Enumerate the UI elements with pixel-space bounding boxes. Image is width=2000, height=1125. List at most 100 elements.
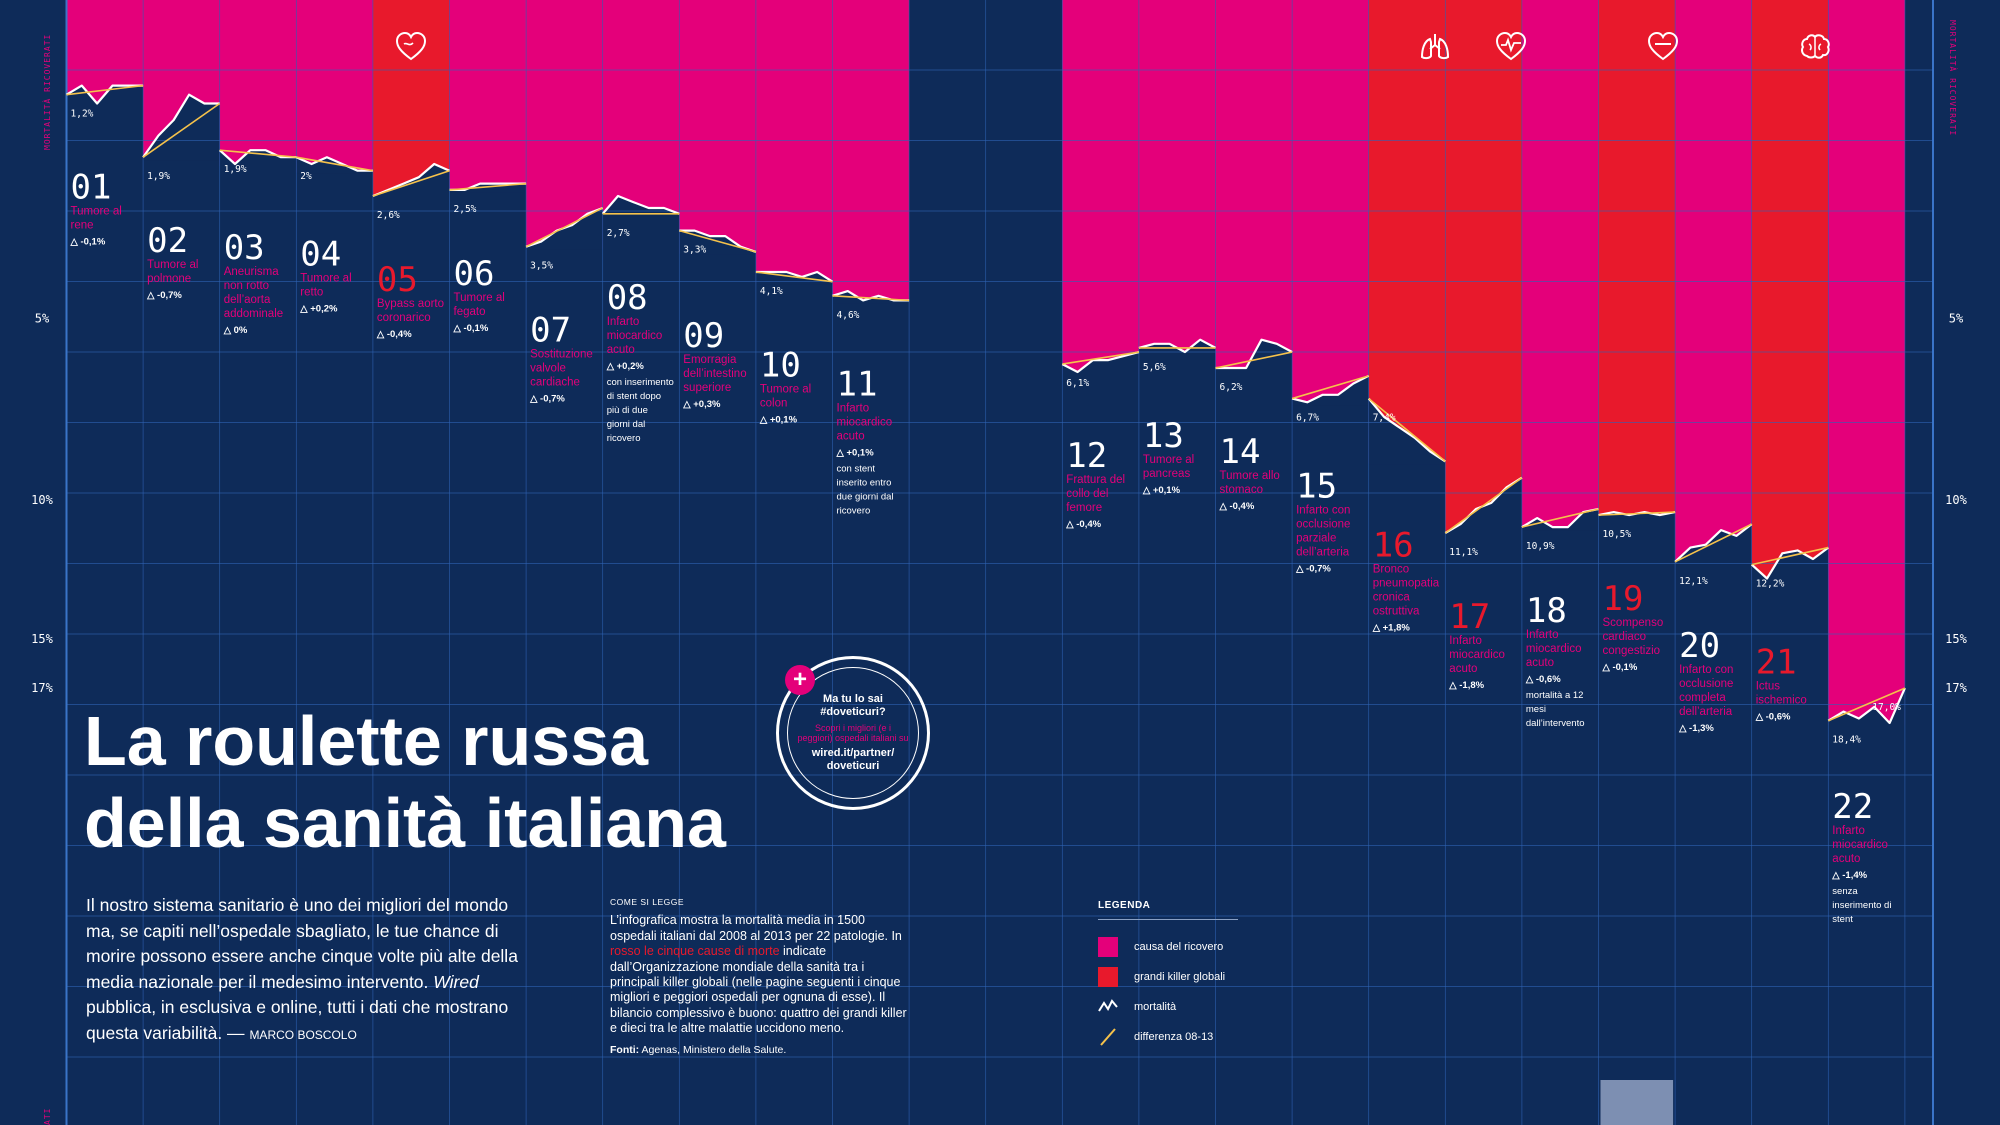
diff-line-16: [1368, 397, 1446, 463]
pathology-name-17: miocardico: [1449, 649, 1505, 661]
diff-line-01: [66, 84, 144, 96]
pathology-name-15: occlusione: [1296, 518, 1350, 530]
pathology-name-16: pneumopatia: [1373, 577, 1440, 589]
area-layer: [66, 0, 1905, 1125]
how-to-read-heading: COME SI LEGGE: [610, 897, 685, 907]
value-label-15: 6,7%: [1296, 413, 1319, 424]
mortality-line-14: [1215, 338, 1293, 370]
area-top-11: [832, 0, 910, 303]
diff-line-02: [142, 102, 221, 158]
badge-link-2[interactable]: doveticuri: [826, 760, 880, 772]
value-label-13: 5,6%: [1143, 362, 1166, 373]
pathology-delta-16: △ +1,8%: [1372, 622, 1411, 633]
sources-label: Fonti:: [610, 1043, 640, 1056]
plus-icon[interactable]: +: [785, 665, 815, 695]
pathology-name-18: acuto: [1526, 657, 1554, 669]
area-top-09: [679, 0, 756, 254]
pathology-name-03: non rotto: [224, 280, 269, 292]
legend-label: differenza 08-13: [1134, 1031, 1214, 1043]
diff-line-14: [1215, 351, 1293, 369]
pathology-note-08: più di due: [607, 405, 648, 416]
pathology-number-17: 17: [1449, 597, 1490, 637]
mortality-line-01: [65, 84, 144, 105]
area-top-08: [602, 0, 680, 216]
pathology-delta-17: △ -1,8%: [1448, 680, 1484, 691]
value-label-06: 2,5%: [454, 204, 477, 215]
pathology-name-06: Tumore al: [454, 292, 505, 304]
pathology-delta-22: △ -1,4%: [1831, 870, 1867, 881]
how-text-highlight: rosso le cinque cause di morte: [610, 944, 780, 959]
legend: LEGENDA causa del ricovero grandi killer…: [1098, 900, 1238, 1052]
pathology-number-05: 05: [377, 260, 418, 300]
mortality-line-15: [1291, 374, 1370, 404]
legend-item-diff: differenza 08-13: [1098, 1022, 1238, 1052]
pathology-name-15: parziale: [1296, 532, 1336, 544]
area-top-10: [755, 0, 833, 284]
pathology-delta-15: △ -0,7%: [1295, 563, 1331, 574]
title-line-1: La roulette russa: [84, 702, 649, 780]
y-tick-label: 5%: [35, 311, 50, 325]
pathology-name-04: Tumore al: [300, 273, 351, 285]
pathology-delta-04: △ +0,2%: [299, 304, 338, 315]
pathology-name-01: rene: [71, 219, 94, 231]
diff-line-04: [296, 156, 374, 172]
pathology-note-18: dall’intervento: [1526, 718, 1585, 729]
y-tick-label: 10%: [31, 493, 53, 507]
pathology-name-03: dell’aorta: [224, 294, 271, 306]
pathology-delta-21: △ -0,6%: [1755, 711, 1791, 722]
pathology-name-17: Infarto: [1449, 635, 1482, 647]
badge-line-1: Ma tu lo sai: [823, 693, 883, 705]
pathology-name-20: dell’arteria: [1679, 706, 1733, 718]
area-top-20: [1675, 0, 1752, 564]
value-label-12: 6,1%: [1066, 378, 1089, 389]
pathology-note-18: mortalità a 12: [1526, 690, 1584, 701]
pathology-name-20: completa: [1679, 692, 1726, 704]
pathology-delta-08: △ +0,2%: [606, 361, 645, 372]
pathology-name-09: Emorragia: [683, 354, 737, 366]
pathology-note-08: con inserimento: [607, 377, 674, 388]
pathology-delta-12: △ -0,4%: [1065, 519, 1101, 530]
y-tick-label: 10%: [1945, 493, 1967, 507]
pathology-name-08: Infarto: [607, 316, 640, 328]
how-text-pre: L’infografica mostra la mortalità media …: [610, 913, 902, 943]
diff-line-17: [1444, 477, 1523, 534]
pathology-name-02: polmone: [147, 273, 191, 285]
pathology-number-16: 16: [1373, 525, 1414, 565]
badge-link-1[interactable]: wired.it/partner/: [811, 747, 895, 759]
pathology-number-08: 08: [607, 278, 648, 318]
value-label-16: 7,4%: [1373, 413, 1396, 424]
pathology-name-20: occlusione: [1679, 678, 1733, 690]
pathology-name-17: acuto: [1449, 663, 1477, 675]
pathology-name-09: dell’intestino: [683, 368, 746, 380]
value-label-02: 1,9%: [147, 171, 170, 182]
pathology-name-18: miocardico: [1526, 643, 1582, 655]
area-top-04: [296, 0, 373, 173]
brain-icon: [1798, 30, 1832, 64]
badge-middle: Scopri i migliori (e i peggiori) ospedal…: [797, 723, 909, 743]
value-label-08: 2,7%: [607, 228, 630, 239]
pathology-note-22: stent: [1832, 914, 1853, 925]
area-cut-20: [1675, 524, 1752, 565]
mortality-line-12: [1061, 350, 1140, 374]
area-top-03: [219, 0, 297, 167]
intro-post: pubblica, in esclusiva e online, tutti i…: [86, 997, 509, 1043]
legend-label: grandi killer globali: [1134, 971, 1226, 983]
pathology-name-05: Bypass aorto: [377, 298, 444, 310]
pathology-delta-18: △ -0,6%: [1525, 674, 1561, 685]
value-label-01: 1,2%: [71, 109, 94, 120]
mortality-line-06: [449, 182, 527, 191]
doveticuri-badge[interactable]: + Ma tu lo sai #doveticuri? Scopri i mig…: [776, 656, 930, 810]
value-label-19: 10,5%: [1603, 529, 1632, 540]
value-label-07: 3,5%: [530, 261, 553, 272]
diff-line-22: [1827, 687, 1906, 722]
pathology-number-14: 14: [1220, 432, 1261, 472]
pathology-number-20: 20: [1679, 626, 1720, 666]
pathology-delta-03: △ 0%: [223, 325, 248, 336]
value-label-11: 4,6%: [837, 310, 860, 321]
mortality-line-03: [218, 149, 297, 166]
y-tick-label: 17%: [31, 681, 53, 695]
area-cut-22: [1828, 688, 1905, 727]
area-top-15: [1292, 0, 1369, 405]
pathology-name-15: dell’arteria: [1296, 546, 1350, 558]
diff-line-09: [679, 229, 757, 253]
